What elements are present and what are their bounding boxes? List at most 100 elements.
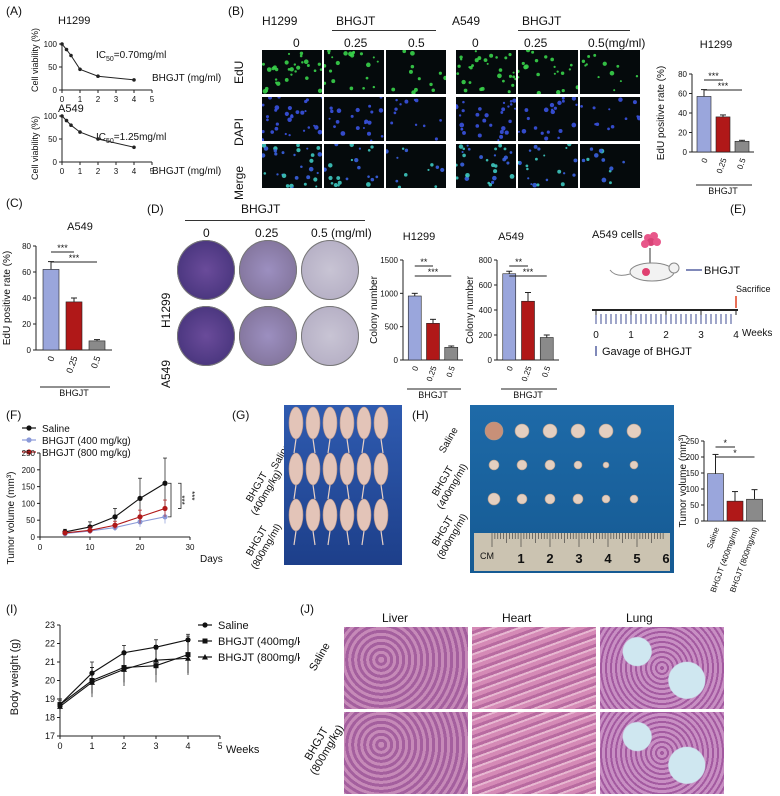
- cell-nucleus: [560, 71, 565, 75]
- cell-nucleus: [601, 158, 606, 162]
- y-tick-label: 0: [488, 356, 493, 365]
- cell-nucleus: [380, 134, 384, 138]
- significance-stars: ***: [57, 243, 68, 253]
- x-tick-label: 0.25: [520, 364, 534, 382]
- cell-nucleus: [594, 153, 599, 158]
- cell-nucleus: [267, 95, 273, 100]
- cell-nucleus: [460, 127, 464, 131]
- panel-j: Liver Heart Lung Saline BHGJT (800mg/kg): [296, 605, 780, 795]
- f-xlabel: Days: [200, 554, 223, 565]
- cell-nucleus: [309, 158, 314, 163]
- data-point: [78, 67, 82, 72]
- bar: [539, 337, 554, 361]
- panel-i-line-chart: Saline BHGJT (400mg/kg) BHGJT (800mg/kg) B…: [9, 620, 300, 756]
- cell-nucleus: [474, 58, 479, 63]
- cell-nucleus: [440, 167, 445, 173]
- data-point: [96, 137, 100, 141]
- cell-nucleus: [459, 122, 465, 128]
- cell-nucleus: [595, 122, 600, 127]
- y-axis-label: Colony number: [465, 275, 476, 343]
- x-tick-label: 4: [132, 95, 137, 104]
- d-dose-025: 0.25: [255, 226, 279, 240]
- y-tick-label: 0: [53, 86, 58, 95]
- d-bar2-plot: 0 200 400 600 800 0 0.25 0.5 BHGJT Colony number *…: [465, 256, 559, 400]
- cell-nucleus: [422, 124, 426, 128]
- cell-nucleus: [516, 161, 520, 164]
- panel-c-bar-chart: A549 0 20 40 60 80 0 0.25 0.5 BHGJT EdU positive …: [2, 221, 112, 398]
- cell-nucleus: [366, 131, 372, 136]
- y-tick-label: 19: [45, 694, 55, 704]
- cell-nucleus: [575, 103, 578, 106]
- mouse-tail: [293, 484, 297, 500]
- b-dose-05-right: 0.5(mg/ml): [588, 36, 646, 50]
- cell-nucleus: [328, 163, 333, 168]
- y-tick-label: 600: [479, 281, 493, 290]
- cell-nucleus: [556, 90, 561, 95]
- cell-nucleus: [498, 143, 503, 148]
- cell-nucleus: [489, 123, 493, 127]
- a-bottom-cell: A549: [58, 103, 84, 115]
- mouse-tail: [361, 438, 365, 454]
- cell-nucleus: [274, 105, 280, 110]
- ruler-number: 6: [662, 551, 669, 566]
- cell-nucleus: [274, 78, 278, 81]
- cell-nucleus: [320, 96, 323, 99]
- cell-nucleus: [287, 105, 292, 111]
- cell-nucleus: [302, 129, 306, 132]
- cell-nucleus: [296, 65, 301, 70]
- data-point: [57, 703, 63, 709]
- cell-nucleus: [512, 71, 515, 74]
- cell-nucleus: [315, 185, 318, 188]
- y-tick-label: 22: [45, 639, 55, 649]
- cell-nucleus: [610, 125, 615, 129]
- cell-nucleus: [304, 110, 307, 113]
- cell-nucleus: [313, 69, 317, 73]
- cell-nucleus: [273, 149, 278, 153]
- cell-nucleus: [513, 107, 517, 110]
- cell-nucleus: [295, 110, 300, 115]
- cell-nucleus: [468, 81, 472, 84]
- e-drug-label: BHGJT: [704, 265, 740, 277]
- b-left-cell: H1299: [262, 14, 298, 28]
- cell-nucleus: [330, 109, 334, 114]
- cell-nucleus: [439, 119, 442, 122]
- bar: [407, 295, 422, 361]
- micrograph-tile: [324, 95, 384, 142]
- cell-nucleus: [477, 56, 482, 61]
- x-tick-label: 0: [60, 95, 65, 104]
- a-ic50-top: IC50=0.70mg/ml: [96, 50, 166, 63]
- cell-nucleus: [266, 67, 272, 72]
- cell-nucleus: [310, 153, 315, 157]
- bar: [88, 340, 106, 351]
- cell-nucleus: [399, 103, 402, 106]
- tumor: [514, 423, 530, 439]
- data-point: [96, 74, 100, 78]
- panel-label-j: (J): [300, 602, 314, 616]
- b-row-merge: Merge: [232, 165, 246, 200]
- cell-nucleus: [514, 77, 517, 81]
- a-bottom-axes: 0 50 100 0 1 2 3 4 5: [44, 112, 155, 176]
- mouse-body: [339, 406, 355, 440]
- mouse-tail: [346, 530, 350, 546]
- cell-nucleus: [265, 115, 270, 119]
- cell-nucleus: [568, 68, 571, 71]
- cell-nucleus: [567, 141, 572, 147]
- cell-nucleus: [463, 88, 468, 93]
- y-tick-label: 18: [45, 713, 55, 723]
- cell-nucleus: [557, 100, 562, 106]
- cell-nucleus: [506, 161, 510, 165]
- mouse-body: [322, 498, 338, 532]
- y-tick-label: 40: [678, 109, 687, 118]
- cell-cluster-icon: [641, 232, 661, 248]
- x-tick-label: 0.5: [735, 156, 747, 170]
- cell-nucleus: [317, 88, 323, 93]
- cell-nucleus: [465, 174, 468, 177]
- cell-nucleus: [581, 158, 586, 163]
- cell-nucleus: [281, 151, 285, 155]
- y-tick-label: 23: [45, 620, 55, 630]
- h-row-400: BHGJT (400mg/ml): [430, 462, 471, 512]
- y-tick-label: 50: [690, 501, 699, 510]
- legend-marker: [202, 638, 208, 644]
- data-point: [162, 505, 168, 512]
